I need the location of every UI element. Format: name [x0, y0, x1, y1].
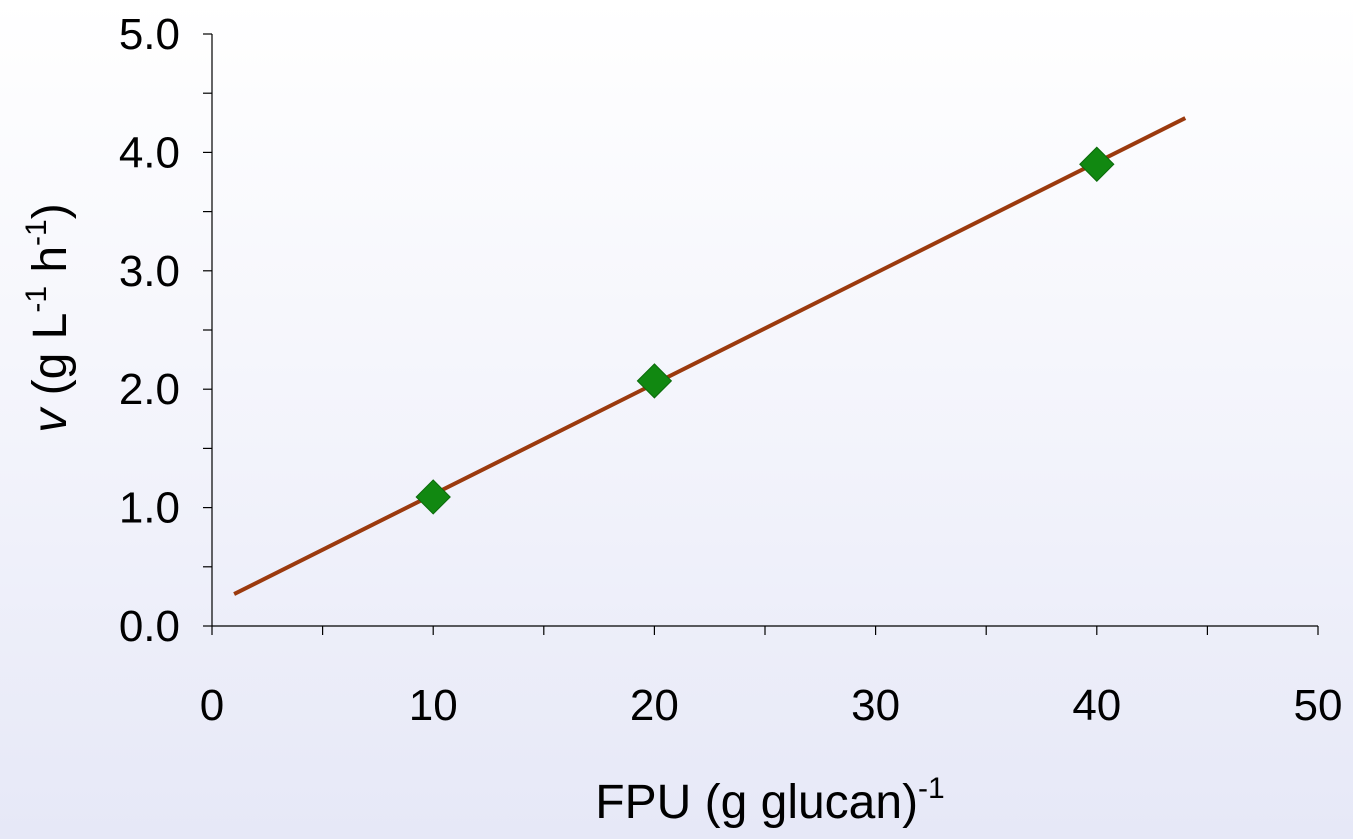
- trendline-group: [233, 116, 1187, 596]
- y-tick-label: 5.0: [119, 10, 180, 59]
- x-axis-title: FPU (g glucan)-1: [595, 772, 944, 829]
- y-axis-title-var: v: [24, 406, 77, 433]
- y-tick-label: 0.0: [119, 602, 180, 651]
- data-point-diamond: [1079, 146, 1115, 182]
- data-point-diamond: [636, 363, 673, 399]
- y-tick-label: 2.0: [119, 365, 180, 414]
- y-ticks: 0.0 1.0 2.0 3.0 4.0 5.0: [119, 10, 212, 651]
- y-tick-label: 4.0: [119, 128, 180, 177]
- y-axis-title-sup1: -1: [20, 286, 53, 313]
- x-tick-label: 0: [200, 681, 224, 730]
- x-tick-label: 40: [1072, 681, 1121, 730]
- x-tick-label: 20: [630, 681, 679, 730]
- x-tick-label: 30: [851, 681, 900, 730]
- x-tick-label: 10: [409, 681, 458, 730]
- x-axis-title-text: FPU (g glucan): [595, 776, 918, 829]
- y-axis-title: v (g L-1 h-1): [20, 203, 77, 432]
- y-tick-label: 3.0: [119, 247, 180, 296]
- y-axis-title-close: ): [24, 203, 77, 219]
- y-axis-title-mid: h: [24, 246, 77, 286]
- y-tick-label: 1.0: [119, 484, 180, 533]
- y-axis-title-sup2: -1: [20, 219, 53, 246]
- x-axis-title-sup: -1: [918, 772, 945, 805]
- data-point-diamond: [415, 479, 451, 515]
- y-axis-title-open: (g L: [24, 313, 77, 409]
- data-points: [415, 146, 1115, 515]
- x-ticks: 0 10 20 30 40 50: [200, 626, 1343, 730]
- trendline: [233, 116, 1187, 596]
- x-tick-label: 50: [1294, 681, 1343, 730]
